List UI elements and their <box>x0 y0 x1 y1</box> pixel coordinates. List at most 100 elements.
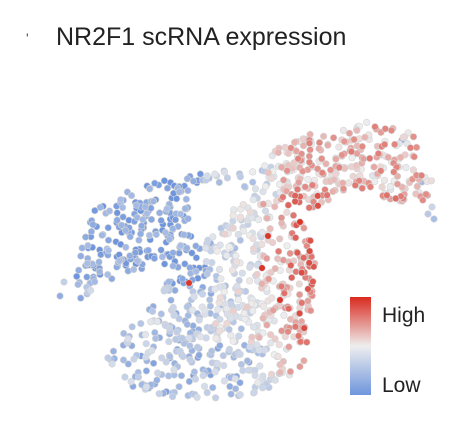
cell-point <box>269 306 277 314</box>
cell-point <box>212 334 220 342</box>
cell-point <box>249 234 257 242</box>
cell-point <box>250 245 258 253</box>
cell-point <box>413 143 421 151</box>
cell-point <box>196 170 204 178</box>
cell-point <box>229 211 237 219</box>
cell-point <box>225 243 233 251</box>
cell-point <box>243 303 251 311</box>
cell-point <box>109 347 118 355</box>
cell-point <box>165 372 173 380</box>
cell-point <box>60 278 68 286</box>
cell-point <box>157 310 165 318</box>
cell-point <box>255 333 263 342</box>
cell-point <box>162 229 170 237</box>
cell-point <box>122 243 130 251</box>
cell-point <box>148 347 156 355</box>
cell-point <box>240 309 248 317</box>
cell-point <box>299 142 308 150</box>
cell-point <box>169 303 177 312</box>
cell-point <box>128 192 136 200</box>
cell-point <box>267 370 276 378</box>
cell-point <box>305 204 313 212</box>
cell-point <box>245 366 253 374</box>
cell-point <box>143 209 151 218</box>
cell-point <box>202 244 210 252</box>
cell-point <box>323 191 331 199</box>
cell-point <box>318 169 326 177</box>
cell-point <box>204 236 212 244</box>
cell-point <box>167 296 175 304</box>
cell-point <box>347 148 356 156</box>
cell-point <box>285 305 293 313</box>
cell-point <box>239 367 247 375</box>
stray-mark: ' <box>26 30 29 46</box>
cell-point <box>193 343 202 351</box>
cell-point <box>381 140 389 149</box>
cell-point <box>424 210 432 218</box>
cell-point <box>158 253 166 261</box>
cell-point <box>236 173 244 181</box>
cell-point <box>391 140 399 148</box>
cell-point <box>108 360 116 368</box>
cell-point <box>162 358 170 366</box>
cell-point <box>284 201 292 209</box>
cell-point <box>157 246 165 254</box>
cell-point <box>202 258 210 266</box>
cell-point <box>87 228 95 236</box>
cell-point <box>358 142 366 151</box>
cell-point <box>188 306 196 314</box>
cell-point <box>183 244 191 252</box>
cell-point <box>104 236 113 244</box>
cell-point <box>259 384 267 392</box>
cell-point <box>330 176 338 184</box>
cell-point <box>236 379 244 387</box>
cell-point <box>335 163 343 172</box>
cell-point <box>278 163 286 171</box>
cell-point <box>274 255 282 263</box>
cell-point <box>170 311 178 319</box>
cell-point <box>170 366 178 374</box>
cell-point <box>154 369 162 377</box>
cell-point <box>151 329 159 337</box>
cell-point <box>413 182 421 190</box>
cell-point <box>350 135 358 144</box>
cell-point <box>422 190 430 198</box>
cell-point <box>183 320 191 329</box>
cell-point <box>153 376 161 384</box>
cell-point <box>301 183 309 191</box>
cell-point <box>193 393 201 401</box>
cell-point <box>296 291 304 299</box>
cell-point <box>232 385 240 393</box>
cell-point <box>165 338 173 346</box>
cell-point <box>146 185 154 193</box>
cell-point <box>361 133 369 141</box>
cell-point <box>409 166 418 174</box>
cell-point <box>314 192 322 200</box>
cell-point <box>243 357 251 365</box>
cell-point <box>237 325 245 333</box>
cell-point <box>266 225 274 233</box>
cell-point <box>206 296 214 304</box>
cell-point <box>359 155 368 163</box>
cell-point <box>283 208 291 216</box>
cell-point <box>271 335 279 343</box>
cell-point <box>130 355 138 363</box>
cell-point <box>305 152 313 160</box>
cell-point <box>176 347 184 355</box>
cell-point <box>236 213 245 221</box>
cell-point <box>370 163 378 171</box>
cell-point <box>113 209 121 217</box>
cell-point <box>191 375 200 383</box>
cell-point <box>417 171 426 180</box>
cell-point <box>223 251 231 260</box>
cell-point <box>121 226 130 234</box>
cell-point <box>261 207 270 215</box>
cell-point <box>239 227 247 235</box>
cell-point <box>189 177 197 185</box>
cell-point <box>183 175 191 183</box>
cell-point <box>293 249 302 257</box>
cell-point <box>246 208 254 216</box>
cell-point <box>198 290 207 298</box>
cell-point <box>279 193 287 201</box>
cell-point <box>246 277 254 285</box>
